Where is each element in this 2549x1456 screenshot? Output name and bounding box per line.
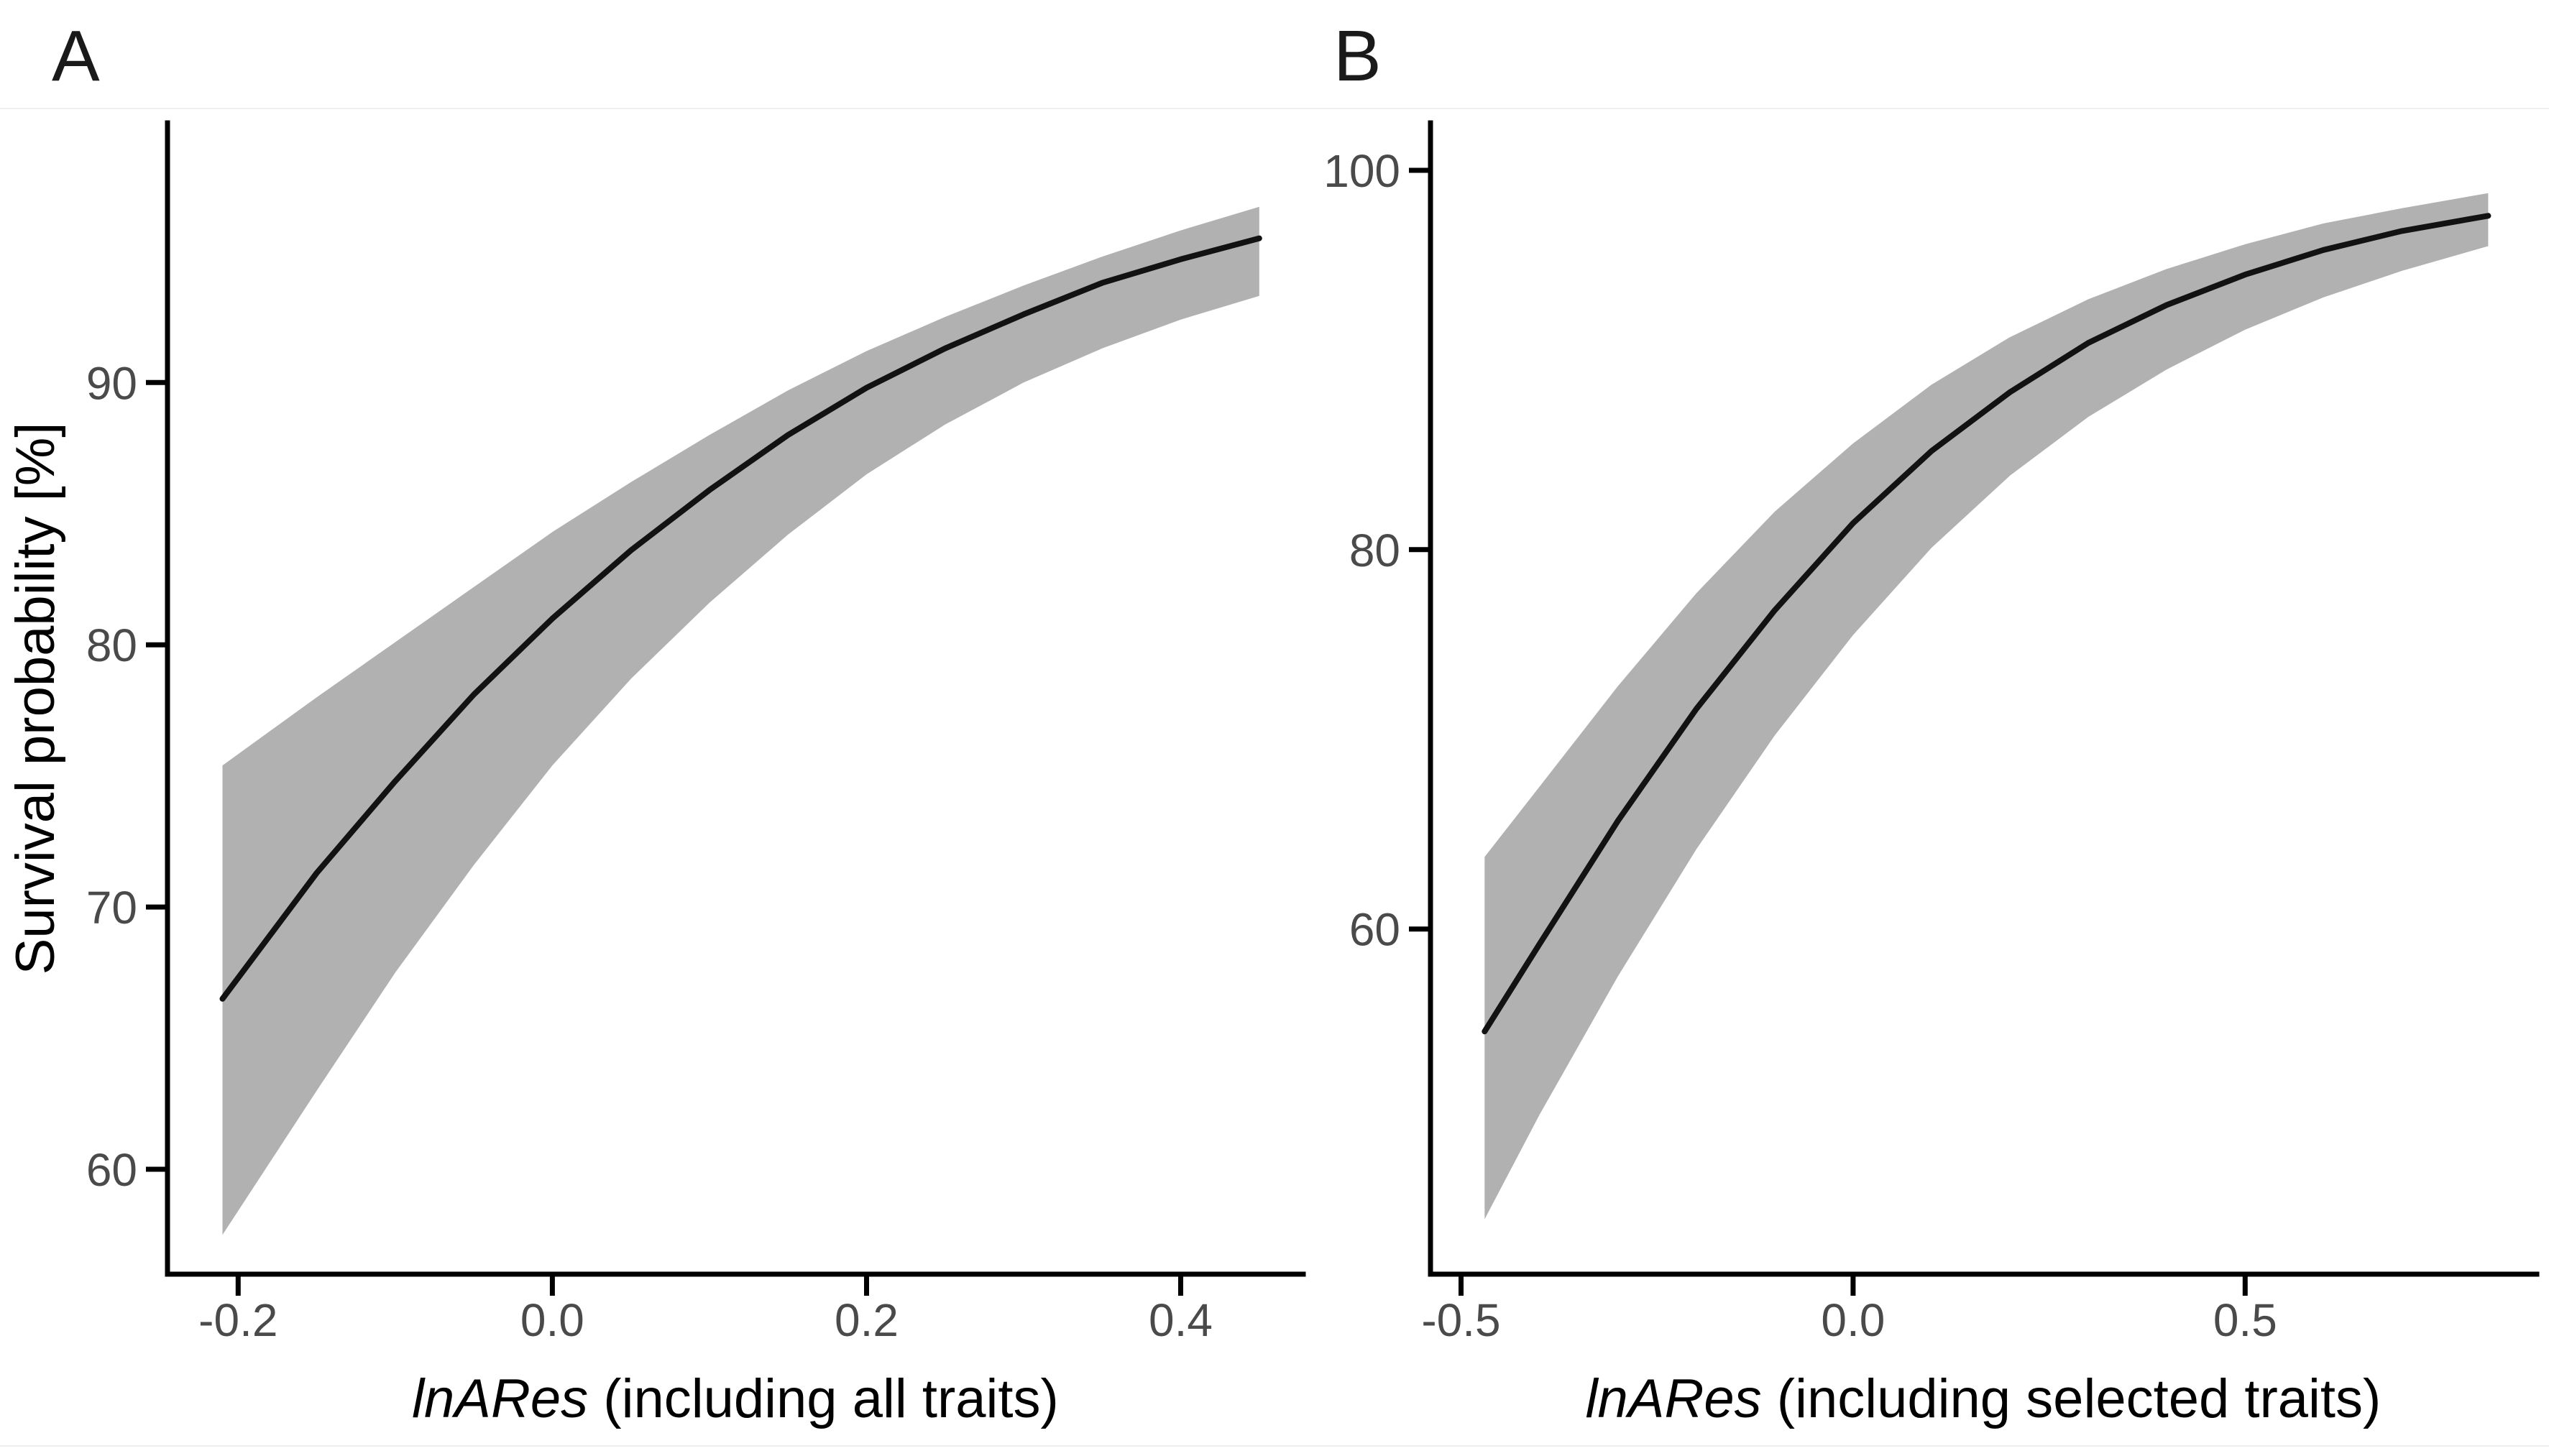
panel-a-x-axis-title: lnARes (including all traits) (412, 1368, 1059, 1429)
y-tick-label: 60 (1349, 904, 1400, 956)
y-tick-label: 90 (86, 357, 137, 409)
y-tick-label: 80 (1349, 525, 1400, 576)
x-tick-label: 0.2 (835, 1294, 899, 1346)
panel-b-x-axis-title: lnARes (including selected traits) (1586, 1368, 2382, 1429)
panel-a: 60 70 80 90 -0.2 0.0 0.2 0.4 lnARes (inc… (5, 120, 1306, 1429)
x-tick-label: -0.5 (1421, 1294, 1500, 1346)
panel-a-confidence-ribbon (222, 206, 1259, 1235)
top-divider-line (0, 108, 2549, 109)
x-tick-label: 0.5 (2213, 1294, 2277, 1346)
y-tick-label: 100 (1323, 145, 1400, 197)
y-tick-label: 80 (86, 619, 137, 671)
x-tick-label: 0.4 (1149, 1294, 1213, 1346)
panel-b-label: B (1333, 16, 1382, 96)
y-axis-title: Survival probability [%] (5, 423, 66, 975)
x-tick-label: 0.0 (1821, 1294, 1885, 1346)
panel-a-tick-marks (146, 379, 1183, 1296)
y-tick-label: 60 (86, 1144, 137, 1196)
panel-b: 60 80 100 -0.5 0.0 0.5 lnARes (including… (1323, 120, 2540, 1429)
panel-b-confidence-ribbon (1484, 193, 2489, 1220)
panel-a-fitted-curve (219, 235, 1262, 1002)
y-tick-label: 70 (86, 882, 137, 934)
panel-b-fitted-curve (1482, 213, 2491, 1035)
panel-a-label: A (52, 16, 100, 96)
x-tick-label: 0.0 (520, 1294, 584, 1346)
x-tick-label: -0.2 (198, 1294, 277, 1346)
panel-b-tick-marks (1409, 167, 2248, 1296)
bottom-divider-line (0, 1445, 2549, 1447)
